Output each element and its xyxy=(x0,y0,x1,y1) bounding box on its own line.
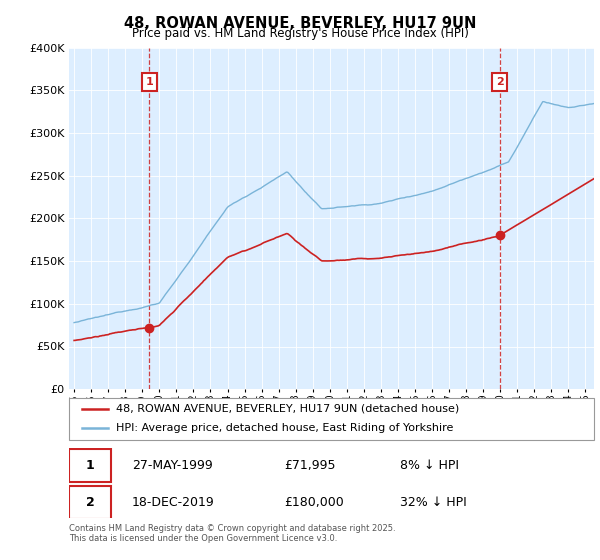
Text: HPI: Average price, detached house, East Riding of Yorkshire: HPI: Average price, detached house, East… xyxy=(116,423,454,433)
Text: Price paid vs. HM Land Registry's House Price Index (HPI): Price paid vs. HM Land Registry's House … xyxy=(131,27,469,40)
FancyBboxPatch shape xyxy=(69,486,111,519)
Text: 1: 1 xyxy=(145,77,153,87)
Text: Contains HM Land Registry data © Crown copyright and database right 2025.
This d: Contains HM Land Registry data © Crown c… xyxy=(69,524,395,543)
Text: £180,000: £180,000 xyxy=(284,496,344,509)
Text: 18-DEC-2019: 18-DEC-2019 xyxy=(132,496,215,509)
Text: 8% ↓ HPI: 8% ↓ HPI xyxy=(400,459,459,472)
Text: 32% ↓ HPI: 32% ↓ HPI xyxy=(400,496,467,509)
Text: 48, ROWAN AVENUE, BEVERLEY, HU17 9UN (detached house): 48, ROWAN AVENUE, BEVERLEY, HU17 9UN (de… xyxy=(116,404,460,414)
Text: 1: 1 xyxy=(86,459,94,472)
Text: £71,995: £71,995 xyxy=(284,459,336,472)
Text: 2: 2 xyxy=(496,77,503,87)
Text: 48, ROWAN AVENUE, BEVERLEY, HU17 9UN: 48, ROWAN AVENUE, BEVERLEY, HU17 9UN xyxy=(124,16,476,31)
FancyBboxPatch shape xyxy=(69,449,111,482)
Text: 27-MAY-1999: 27-MAY-1999 xyxy=(132,459,213,472)
Text: 2: 2 xyxy=(86,496,94,509)
